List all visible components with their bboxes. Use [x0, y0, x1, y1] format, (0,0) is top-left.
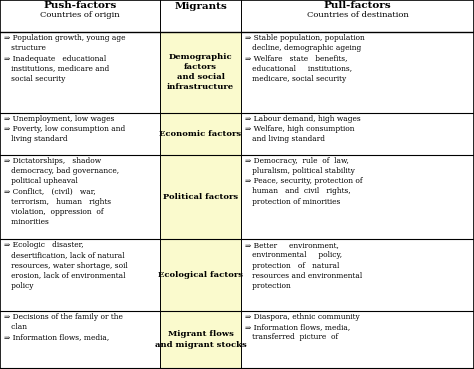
Text: Ecological factors: Ecological factors — [158, 271, 243, 279]
Text: Countries of origin: Countries of origin — [40, 11, 120, 19]
Bar — [160, 32, 241, 369]
Text: Economic factors: Economic factors — [159, 130, 242, 138]
Text: ⇒ Stable population, population
   decline, demographic ageing
⇒ Welfare   state: ⇒ Stable population, population decline,… — [245, 34, 365, 83]
Text: Countries of destination: Countries of destination — [307, 11, 408, 19]
Text: Migrants: Migrants — [174, 2, 227, 11]
Text: Demographic
factors
and social
infrastructure: Demographic factors and social infrastru… — [167, 53, 234, 92]
Text: ⇒ Unemployment, low wages
⇒ Poverty, low consumption and
   living standard: ⇒ Unemployment, low wages ⇒ Poverty, low… — [4, 115, 125, 143]
Text: ⇒ Democracy,  rule  of  law,
   pluralism, political stability
⇒ Peace, security: ⇒ Democracy, rule of law, pluralism, pol… — [245, 157, 362, 206]
Text: Political factors: Political factors — [163, 193, 238, 201]
Text: Push-factors: Push-factors — [44, 1, 117, 10]
Text: ⇒ Diaspora, ethnic community
⇒ Information flows, media,
   transferred  picture: ⇒ Diaspora, ethnic community ⇒ Informati… — [245, 313, 359, 341]
Text: ⇒ Labour demand, high wages
⇒ Welfare, high consumption
   and living standard: ⇒ Labour demand, high wages ⇒ Welfare, h… — [245, 115, 360, 143]
Text: ⇒ Population growth, young age
   structure
⇒ Inadequate   educational
   instit: ⇒ Population growth, young age structure… — [4, 34, 125, 83]
Text: ⇒ Dictatorships,   shadow
   democracy, bad governance,
   political upheaval
⇒ : ⇒ Dictatorships, shadow democracy, bad g… — [4, 157, 119, 226]
Text: ⇒ Decisions of the family or the
   clan
⇒ Information flows, media,: ⇒ Decisions of the family or the clan ⇒ … — [4, 313, 123, 341]
Text: ⇒ Ecologic   disaster,
   desertification, lack of natural
   resources, water s: ⇒ Ecologic disaster, desertification, la… — [4, 241, 128, 290]
Text: ⇒ Better     environment,
   environmental     policy,
   protection   of   natu: ⇒ Better environment, environmental poli… — [245, 241, 362, 290]
Text: Migrant flows
and migrant stocks: Migrant flows and migrant stocks — [155, 330, 246, 349]
Text: Pull-factors: Pull-factors — [324, 1, 391, 10]
